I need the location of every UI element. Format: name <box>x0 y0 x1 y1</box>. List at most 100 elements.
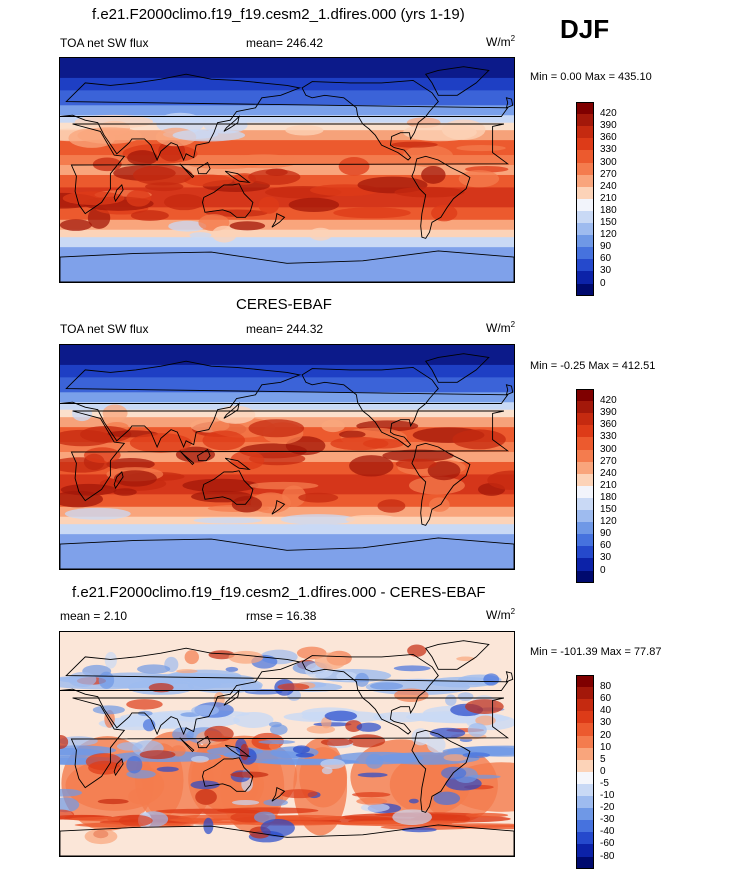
field-blob <box>352 792 390 797</box>
field-blob <box>227 154 299 168</box>
colorbar-tick-label: 360 <box>600 133 617 143</box>
colorbar-tick-label: 330 <box>600 145 617 155</box>
field-blob <box>119 815 153 826</box>
field-blob <box>258 740 295 744</box>
panel2-minmax: Min = -0.25 Max = 412.51 <box>530 360 655 372</box>
colorbar-tick-label: 150 <box>600 218 617 228</box>
panel3-units-text: W/m <box>486 608 511 622</box>
field-blob <box>373 712 427 722</box>
field-blob <box>126 190 151 207</box>
field-blob <box>465 699 504 714</box>
panel3-title: f.e21.F2000climo.f19_f19.cesm2_1.dfires.… <box>72 584 486 601</box>
field-band <box>60 247 514 282</box>
colorbar-tick-label: 330 <box>600 432 617 442</box>
colorbar-swatch <box>576 150 594 163</box>
field-band <box>60 237 514 247</box>
colorbar-tick-label: 0 <box>600 279 606 289</box>
colorbar-swatch <box>576 723 594 736</box>
field-blob <box>346 515 399 524</box>
colorbar-tick-label: 120 <box>600 517 617 527</box>
colorbar-tick-label: 0 <box>600 767 606 777</box>
colorbar-swatch <box>576 711 594 724</box>
panel2-mean: mean= 244.32 <box>246 322 323 336</box>
colorbar-tick-label: -60 <box>600 839 614 849</box>
colorbar-tick-label: 210 <box>600 194 617 204</box>
field-blob <box>140 750 176 759</box>
field-blob <box>216 406 256 424</box>
field-blob <box>280 789 317 798</box>
field-blob <box>164 194 205 210</box>
colorbar-tick-label: 180 <box>600 206 617 216</box>
colorbar-swatch <box>576 114 594 127</box>
colorbar-swatch <box>576 271 594 284</box>
colorbar-swatch <box>576 796 594 809</box>
field-blob <box>333 207 410 218</box>
field-blob <box>176 669 198 673</box>
colorbar-tick-label: 40 <box>600 706 611 716</box>
map-field <box>60 345 514 569</box>
colorbar-tick-label: 240 <box>600 182 617 192</box>
colorbar-swatch <box>576 413 594 426</box>
colorbar-swatch <box>576 223 594 236</box>
colorbar-tick-label: 0 <box>600 566 606 576</box>
colorbar-tick-label: 300 <box>600 445 617 455</box>
colorbar-tick-label: 420 <box>600 396 617 406</box>
field-blob <box>293 745 310 753</box>
field-blob <box>195 789 217 805</box>
panel1-mean: mean= 246.42 <box>246 36 323 50</box>
field-blob <box>321 738 353 746</box>
field-blob <box>357 723 382 732</box>
field-band <box>60 78 514 91</box>
field-blob <box>277 683 309 690</box>
field-band <box>60 58 514 78</box>
colorbar-swatch <box>576 211 594 224</box>
field-blob <box>453 429 506 449</box>
field-blob <box>128 788 152 804</box>
field-blob <box>172 727 194 741</box>
colorbar-tick-label: 30 <box>600 553 611 563</box>
colorbar-tick-label: -10 <box>600 791 614 801</box>
colorbar-swatch <box>576 102 594 115</box>
field-blob <box>189 232 211 238</box>
colorbar-swatch <box>576 699 594 712</box>
colorbar-swatch <box>576 401 594 414</box>
field-blob <box>249 482 319 490</box>
panel3-units-sup: 2 <box>511 607 515 616</box>
colorbar-swatch <box>576 736 594 749</box>
colorbar-tick-label: 20 <box>600 731 611 741</box>
colorbar-swatch <box>576 534 594 547</box>
field-blob <box>113 488 136 496</box>
panel1-map <box>59 57 515 283</box>
field-blob <box>202 431 245 451</box>
colorbar-swatch <box>576 389 594 402</box>
colorbar-tick-label: 300 <box>600 158 617 168</box>
field-blob <box>77 127 141 144</box>
field-band <box>60 345 514 365</box>
field-blob <box>468 723 487 737</box>
field-blob <box>126 756 142 773</box>
colorbar-swatch <box>576 546 594 559</box>
field-blob <box>394 665 431 671</box>
field-blob <box>85 829 118 844</box>
colorbar-swatch <box>576 820 594 833</box>
colorbar-tick-label: 420 <box>600 109 617 119</box>
field-blob <box>325 711 357 722</box>
colorbar-tick-label: 240 <box>600 469 617 479</box>
field-blob <box>427 736 445 752</box>
colorbar-swatch <box>576 126 594 139</box>
panel3-minmax: Min = -101.39 Max = 77.87 <box>530 646 661 658</box>
field-blob <box>394 187 464 198</box>
field-blob <box>307 725 335 733</box>
colorbar-swatch <box>576 510 594 523</box>
field-blob <box>421 166 446 184</box>
map-field <box>60 632 514 856</box>
field-blob <box>431 205 457 222</box>
colorbar-swatch <box>576 450 594 463</box>
season-label: DJF <box>560 14 609 45</box>
colorbar-swatch <box>576 175 594 188</box>
field-blob <box>127 150 158 165</box>
field-blob <box>458 692 474 701</box>
field-blob <box>68 672 96 687</box>
colorbar-tick-label: 30 <box>600 718 611 728</box>
field-blob <box>298 493 338 503</box>
